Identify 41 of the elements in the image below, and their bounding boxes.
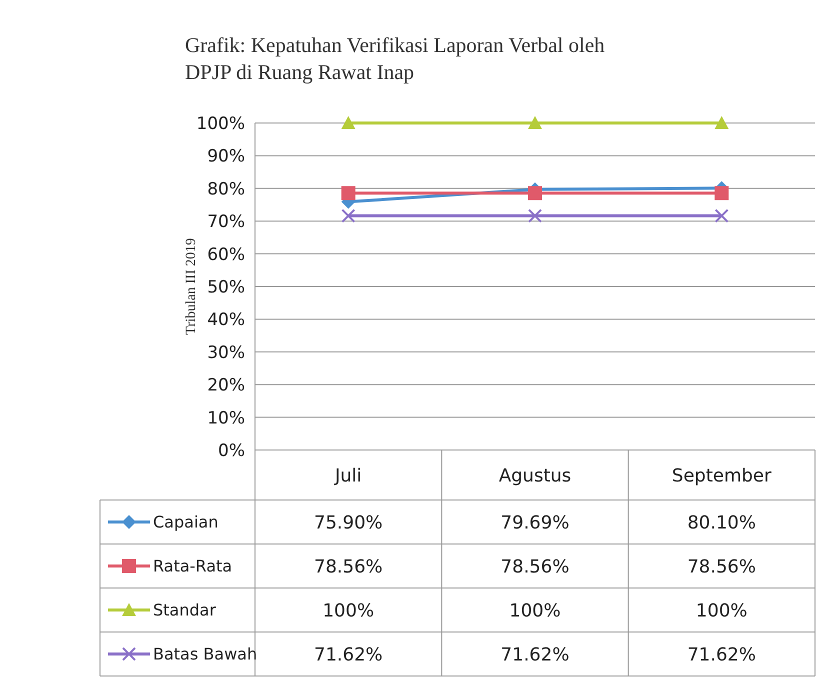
data-label: 100% bbox=[509, 600, 561, 622]
point bbox=[341, 186, 356, 200]
y-tick-label: 90% bbox=[207, 146, 245, 167]
point bbox=[341, 208, 356, 223]
y-tick-label: 100% bbox=[196, 114, 245, 134]
y-tick-label: 30% bbox=[207, 342, 245, 363]
data-label: 100% bbox=[696, 600, 748, 622]
point bbox=[714, 116, 729, 129]
y-tick-label: 60% bbox=[207, 244, 245, 265]
x-tick-label: Juli bbox=[334, 465, 362, 486]
data-label: 78.56% bbox=[500, 556, 570, 578]
y-tick-label: 20% bbox=[207, 376, 245, 396]
data-label: 71.62% bbox=[314, 644, 383, 666]
y-tick-label: 80% bbox=[207, 179, 245, 200]
y-tick-label: 70% bbox=[207, 212, 245, 232]
y-axis-title: Tribulan III 2019 bbox=[184, 238, 199, 335]
data-label: 100% bbox=[322, 600, 374, 622]
point bbox=[341, 116, 356, 129]
point bbox=[714, 208, 729, 223]
point bbox=[528, 208, 542, 223]
data-label: 80.10% bbox=[687, 512, 756, 534]
data-label: 79.69% bbox=[500, 512, 570, 534]
data-label: 71.62% bbox=[500, 644, 570, 666]
y-tick-label: 50% bbox=[207, 277, 245, 298]
point bbox=[714, 186, 729, 200]
y-tick-label: 0% bbox=[218, 440, 245, 461]
legend-label: Capaian bbox=[153, 512, 218, 532]
point bbox=[528, 186, 542, 200]
data-label: 78.56% bbox=[687, 556, 756, 578]
data-label: 75.90% bbox=[314, 512, 383, 534]
data-label: 71.62% bbox=[687, 644, 756, 666]
y-tick-label: 10% bbox=[207, 408, 245, 428]
legend-label: Batas Bawah bbox=[153, 644, 258, 664]
chart-title: Grafik: Kepatuhan Verifikasi Laporan Verbal oleh DPJP di Ruang Rawat Inap bbox=[185, 33, 606, 84]
y-tick-label: 40% bbox=[207, 310, 245, 330]
x-tick-label: Agustus bbox=[498, 465, 572, 486]
x-tick-label: September bbox=[672, 465, 772, 486]
legend-label: Standar bbox=[153, 600, 216, 620]
legend-label: Rata-Rata bbox=[153, 556, 232, 576]
point bbox=[528, 116, 542, 129]
data-label: 78.56% bbox=[314, 556, 383, 578]
